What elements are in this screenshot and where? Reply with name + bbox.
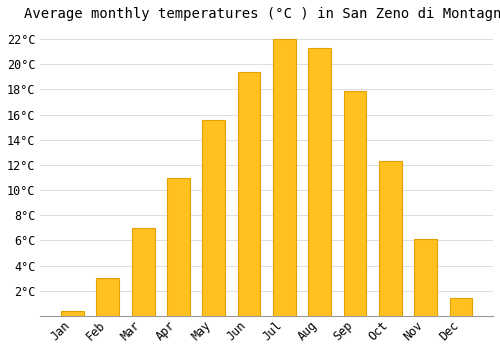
Bar xyxy=(202,120,225,316)
Bar xyxy=(132,228,154,316)
Bar xyxy=(238,72,260,316)
Bar xyxy=(61,311,84,316)
Bar xyxy=(273,39,296,316)
Bar xyxy=(414,239,437,316)
Bar xyxy=(308,48,331,316)
Bar xyxy=(96,278,119,316)
Title: Average monthly temperatures (°C ) in San Zeno di Montagna: Average monthly temperatures (°C ) in Sa… xyxy=(24,7,500,21)
Bar xyxy=(379,161,402,316)
Bar xyxy=(167,177,190,316)
Bar xyxy=(450,298,472,316)
Bar xyxy=(344,91,366,316)
